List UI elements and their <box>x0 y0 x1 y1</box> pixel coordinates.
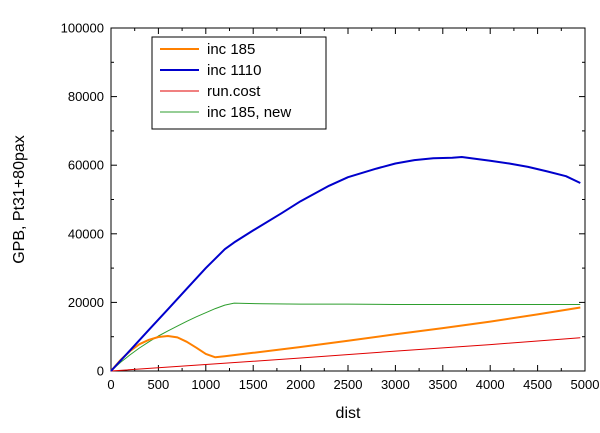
axis-ticks: 0 500 1000 1500 2000 2500 3000 3500 4000 4500 5000… <box>61 21 600 393</box>
legend-box <box>151 36 327 130</box>
y-tick-label: 100000 <box>61 21 104 36</box>
x-tick-label: 4500 <box>523 377 552 392</box>
legend-label: inc 1110 <box>207 62 262 79</box>
series-line <box>110 306 581 372</box>
y-tick-label: 40000 <box>68 226 104 241</box>
y-tick-label: 0 <box>97 364 104 379</box>
x-tick-label: 3500 <box>428 377 457 392</box>
x-tick-label: 4000 <box>476 377 505 392</box>
x-tick-label: 0 <box>107 377 114 392</box>
x-tick-label: 1000 <box>191 377 220 392</box>
y-axis-title: GPB, Pt31+80pax <box>11 135 28 264</box>
series-line <box>110 337 581 372</box>
series-line <box>110 302 581 372</box>
x-tick-label: 3000 <box>381 377 410 392</box>
series-lines <box>110 156 581 372</box>
x-tick-label: 5000 <box>571 377 600 392</box>
x-tick-label: 2000 <box>286 377 315 392</box>
y-tick-label: 20000 <box>68 295 104 310</box>
series-line <box>110 156 581 372</box>
x-tick-label: 500 <box>148 377 170 392</box>
x-tick-label: 1500 <box>239 377 268 392</box>
x-tick-label: 2500 <box>334 377 363 392</box>
legend-label: inc 185 <box>207 41 255 58</box>
y-tick-label: 60000 <box>68 158 104 173</box>
legend: inc 185 inc 1110 run.cost inc 185, new <box>151 36 327 130</box>
y-tick-label: 80000 <box>68 89 104 104</box>
legend-label: run.cost <box>207 83 261 100</box>
x-axis-title: dist <box>336 405 361 422</box>
legend-label: inc 185, new <box>207 104 291 121</box>
